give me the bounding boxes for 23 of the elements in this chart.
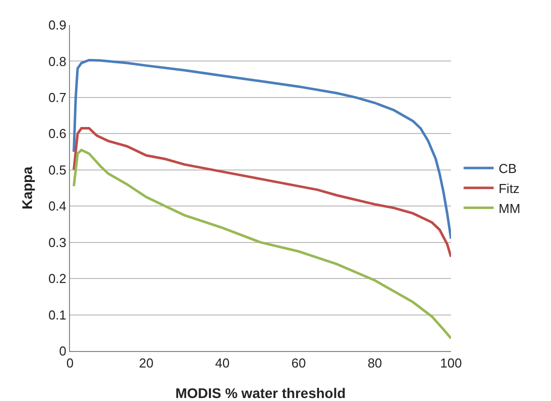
y-tick-label: 0 bbox=[59, 344, 66, 359]
line-series bbox=[72, 58, 451, 240]
line-series bbox=[72, 126, 451, 258]
x-axis-title: MODIS % water threshold bbox=[175, 385, 346, 401]
y-tick-label: 0.9 bbox=[48, 18, 66, 33]
y-tick-label: 0.1 bbox=[48, 307, 66, 322]
y-tick-label: 0.3 bbox=[48, 234, 66, 250]
x-tick-label: 80 bbox=[368, 356, 382, 371]
x-tick-label: 60 bbox=[291, 356, 306, 371]
x-tick-label: 40 bbox=[215, 356, 230, 371]
y-axis-title: Kappa bbox=[19, 166, 35, 210]
y-tick-label: 0.8 bbox=[48, 54, 66, 69]
y-tick-label: 0.2 bbox=[48, 271, 66, 286]
legend-label: CB bbox=[498, 161, 517, 176]
y-tick-label: 0.4 bbox=[48, 198, 66, 214]
y-tick-label: 0.5 bbox=[48, 162, 66, 178]
x-tick-label: 100 bbox=[440, 356, 462, 371]
legend-label: MM bbox=[498, 200, 520, 216]
y-tick-label: 0.6 bbox=[48, 126, 66, 142]
y-tick-label: 0.7 bbox=[48, 90, 66, 105]
x-tick-label: 20 bbox=[138, 356, 154, 371]
legend-label: Fitz bbox=[498, 180, 520, 196]
line-series bbox=[72, 148, 451, 340]
